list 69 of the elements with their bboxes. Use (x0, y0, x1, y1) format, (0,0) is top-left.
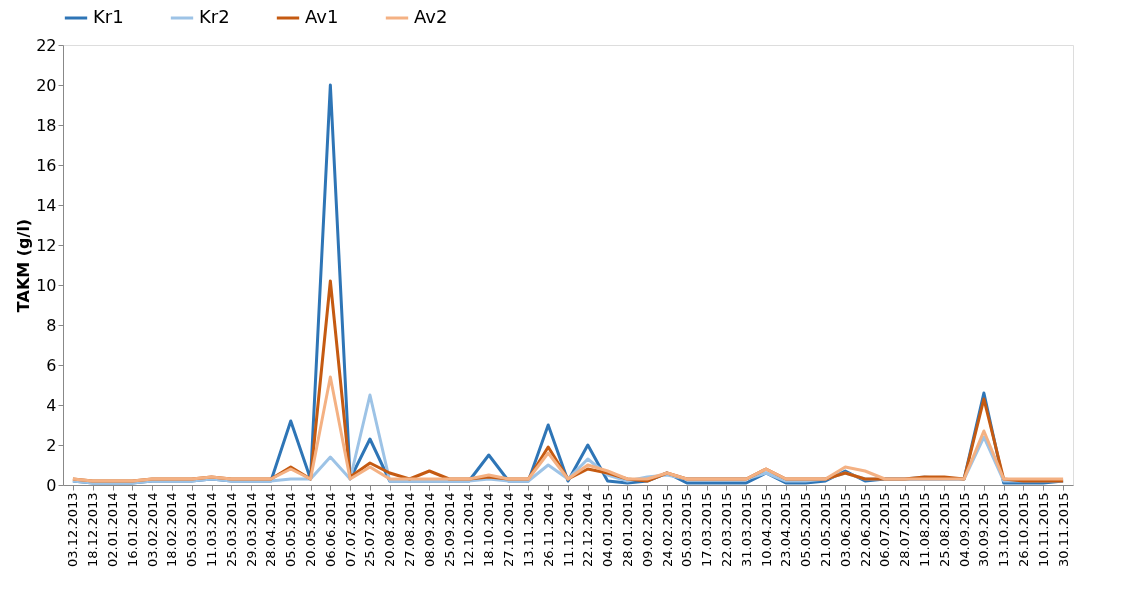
x-tick-label: 22.06.2015 (857, 492, 873, 567)
x-tick-label: 28.07.2015 (897, 492, 913, 567)
x-tick-label: 20.08.2014 (382, 492, 398, 567)
y-tick-label: 4 (46, 395, 57, 415)
x-tick-label: 24.02.2015 (659, 492, 675, 567)
x-tick-label: 13.10.2015 (996, 492, 1012, 567)
legend-label: Av2 (414, 6, 448, 27)
x-tick-label: 12.10.2014 (461, 492, 477, 567)
x-tick-label: 25.03.2014 (223, 492, 239, 567)
x-tick-label: 28.04.2014 (263, 492, 279, 567)
x-tick-label: 02.01.2014 (105, 492, 121, 567)
x-tick-label: 16.01.2014 (124, 492, 140, 567)
x-tick-label: 26.10.2015 (1015, 492, 1031, 567)
x-tick-label: 09.02.2015 (639, 492, 655, 567)
x-tick-label: 04.09.2015 (956, 492, 972, 567)
x-tick-label: 03.02.2014 (144, 492, 160, 567)
x-tick-label: 18.02.2014 (164, 492, 180, 567)
x-tick-label: 11.12.2014 (560, 492, 576, 567)
y-tick-label: 20 (36, 75, 57, 95)
x-tick-label: 20.05.2014 (303, 492, 319, 567)
x-tick-label: 18.12.2013 (85, 492, 101, 567)
legend-label: Kr1 (93, 6, 124, 27)
y-tick-label: 16 (36, 155, 57, 175)
y-tick-label: 18 (36, 115, 57, 135)
x-tick-label: 23.04.2015 (778, 492, 794, 567)
x-tick-label: 29.03.2014 (243, 492, 259, 567)
y-tick-label: 22 (36, 35, 57, 55)
x-tick-label: 08.09.2014 (421, 492, 437, 567)
y-tick-label: 8 (46, 315, 57, 335)
x-tick-label: 11.03.2014 (204, 492, 220, 567)
x-tick-label: 30.09.2015 (976, 492, 992, 567)
y-axis-title: TAKM (g/l) (14, 218, 34, 313)
x-tick-label: 21.05.2015 (817, 492, 833, 567)
x-tick-label: 03.12.2013 (65, 492, 81, 567)
y-tick-label: 0 (46, 475, 57, 495)
x-tick-label: 30.11.2015 (1055, 492, 1071, 567)
x-tick-label: 07.07.2014 (342, 492, 358, 567)
x-tick-label: 11.08.2015 (916, 492, 932, 567)
x-tick-label: 13.11.2014 (520, 492, 536, 567)
legend-label: Kr2 (199, 6, 230, 27)
x-tick-label: 25.08.2015 (936, 492, 952, 567)
x-tick-label: 22.12.2014 (580, 492, 596, 567)
y-tick-label: 14 (36, 195, 57, 215)
x-tick-label: 06.07.2015 (877, 492, 893, 567)
x-tick-label: 27.08.2014 (402, 492, 418, 567)
y-tick-label: 10 (36, 275, 57, 295)
x-tick-label: 05.05.2014 (283, 492, 299, 567)
x-tick-label: 25.07.2014 (362, 492, 378, 567)
x-tick-label: 31.03.2015 (738, 492, 754, 567)
y-tick-label: 12 (36, 235, 57, 255)
x-tick-label: 05.03.2015 (679, 492, 695, 567)
x-tick-label: 10.04.2015 (758, 492, 774, 567)
x-tick-label: 28.01.2015 (619, 492, 635, 567)
x-tick-label: 25.09.2014 (441, 492, 457, 567)
x-tick-label: 06.06.2014 (322, 492, 338, 567)
x-tick-label: 05.03.2014 (184, 492, 200, 567)
x-tick-label: 26.11.2014 (540, 492, 556, 567)
y-tick-label: 6 (46, 355, 57, 375)
legend-label: Av1 (305, 6, 339, 27)
x-tick-label: 17.03.2015 (699, 492, 715, 567)
x-tick-label: 03.06.2015 (837, 492, 853, 567)
x-tick-label: 18.10.2014 (481, 492, 497, 567)
x-tick-label: 05.05.2015 (798, 492, 814, 567)
y-tick-label: 2 (46, 435, 57, 455)
x-tick-label: 10.11.2015 (1035, 492, 1051, 567)
x-tick-label: 04.01.2015 (600, 492, 616, 567)
line-series (71, 375, 1065, 483)
x-tick-label: 22.03.2015 (718, 492, 734, 567)
x-tick-label: 27.10.2014 (501, 492, 517, 567)
